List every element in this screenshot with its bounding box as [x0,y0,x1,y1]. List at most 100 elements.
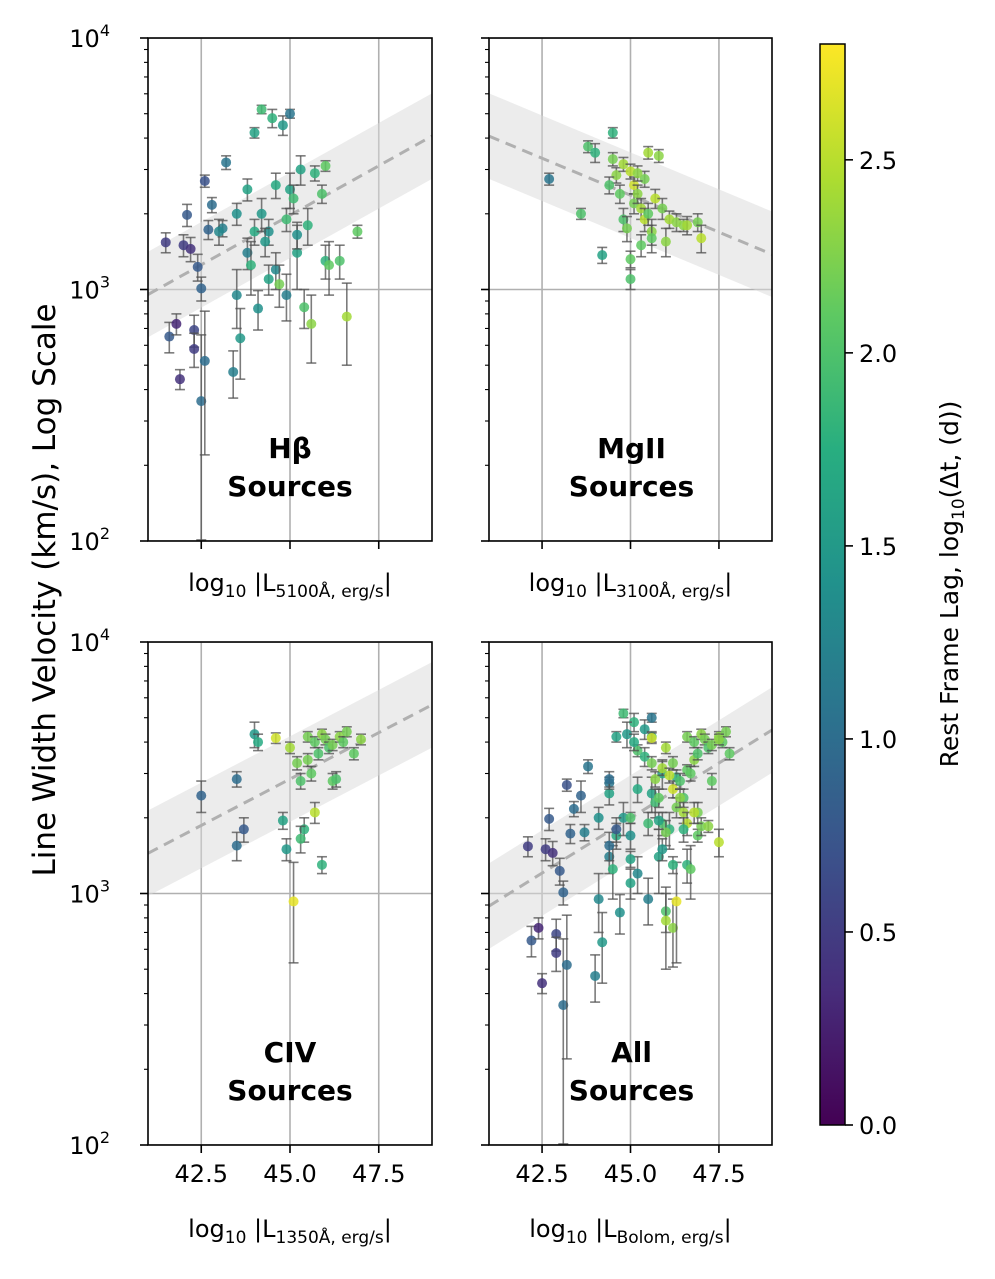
data-point [653,815,664,826]
plot-area [489,38,772,541]
x-label-log: log [188,1215,225,1243]
data-point [625,254,636,265]
x-label-log: log [529,569,566,597]
x-label-sub: 10 [225,1228,247,1248]
data-point [249,127,260,138]
data-point [302,731,313,742]
y-tick-label: 104 [69,625,110,657]
y-tick-base: 10 [69,1132,100,1160]
data-point [675,792,686,803]
data-point [706,776,717,787]
data-point [238,824,249,835]
data-point [231,208,242,219]
x-axis-label: log10 |L3100Å, erg/s| [529,569,733,602]
data-point [682,731,693,742]
x-axis-label: log10 |L5100Å, erg/s| [188,569,392,602]
data-point [281,844,292,855]
data-point [667,859,678,870]
data-point [196,396,207,407]
y-axis-label: Line Width Velocity (km/s), Log Scale [27,303,63,876]
x-label-bar: |L [246,569,276,597]
data-point [270,180,281,191]
data-point [621,729,632,740]
data-point [292,247,303,258]
data-point [597,250,608,261]
data-point [590,970,601,981]
data-point [611,731,622,742]
data-point [196,790,207,801]
data-point [565,828,576,839]
data-point [629,737,640,748]
data-point [614,907,625,918]
data-point [593,894,604,905]
data-point [277,815,288,826]
data-point [561,780,572,791]
x-label-sub: 10 [225,582,247,602]
panel-title-line1: All [611,1036,652,1069]
data-point [632,168,643,179]
data-point [646,758,657,769]
panel-title-line2: Sources [569,1074,694,1107]
data-point [625,878,636,889]
data-point [199,176,210,187]
data-point [231,290,242,301]
data-point [352,226,363,237]
data-point [171,318,182,329]
y-tick-exponent: 2 [100,524,110,543]
data-point [288,193,299,204]
data-point [664,770,675,781]
data-point [579,827,590,838]
y-tick-label: 102 [69,1128,110,1160]
data-point [685,768,696,779]
data-point [267,113,278,124]
y-tick-base: 10 [69,25,100,53]
y-tick-exponent: 3 [100,877,110,896]
data-point [660,915,671,926]
data-point [632,188,643,199]
data-point [285,184,295,195]
x-label-subscript: 1350Å, erg/s [276,1226,384,1248]
data-point [682,220,693,231]
data-point [721,726,732,737]
data-point [678,824,689,835]
data-point [604,788,615,799]
data-point [331,774,342,785]
data-point [646,733,657,744]
data-point [713,734,724,745]
colorbar-label-sub: 10 [949,498,969,520]
data-point [614,188,625,199]
data-point [292,758,303,769]
data-point [285,108,295,119]
data-point [302,220,313,231]
data-point [590,147,601,158]
y-tick-label: 103 [69,877,110,909]
data-point [625,274,636,285]
data-point [653,150,664,161]
data-point [285,742,295,753]
data-point [607,127,618,138]
colorbar-tick-label: 0.0 [859,1112,897,1140]
data-point [235,333,246,344]
data-point [558,887,569,898]
data-point [625,812,636,823]
data-point [607,864,618,875]
data-point [309,807,320,818]
panel-title-line2: Sources [227,470,352,503]
data-point [299,302,310,313]
panel-title-line1: CIV [264,1036,317,1069]
colorbar-tick-label: 2.0 [859,340,897,368]
data-point [650,774,661,785]
colorbar-label-main: Rest Frame Lag, log [935,520,964,767]
data-point [657,844,668,855]
data-point [689,737,700,748]
data-point [341,726,352,737]
panel-title-line2: Sources [227,1074,352,1107]
data-point [632,784,643,795]
x-axis-label: log10 |L1350Å, erg/s| [188,1215,392,1248]
data-point [316,859,327,870]
data-point [583,761,594,772]
data-point [313,748,324,759]
